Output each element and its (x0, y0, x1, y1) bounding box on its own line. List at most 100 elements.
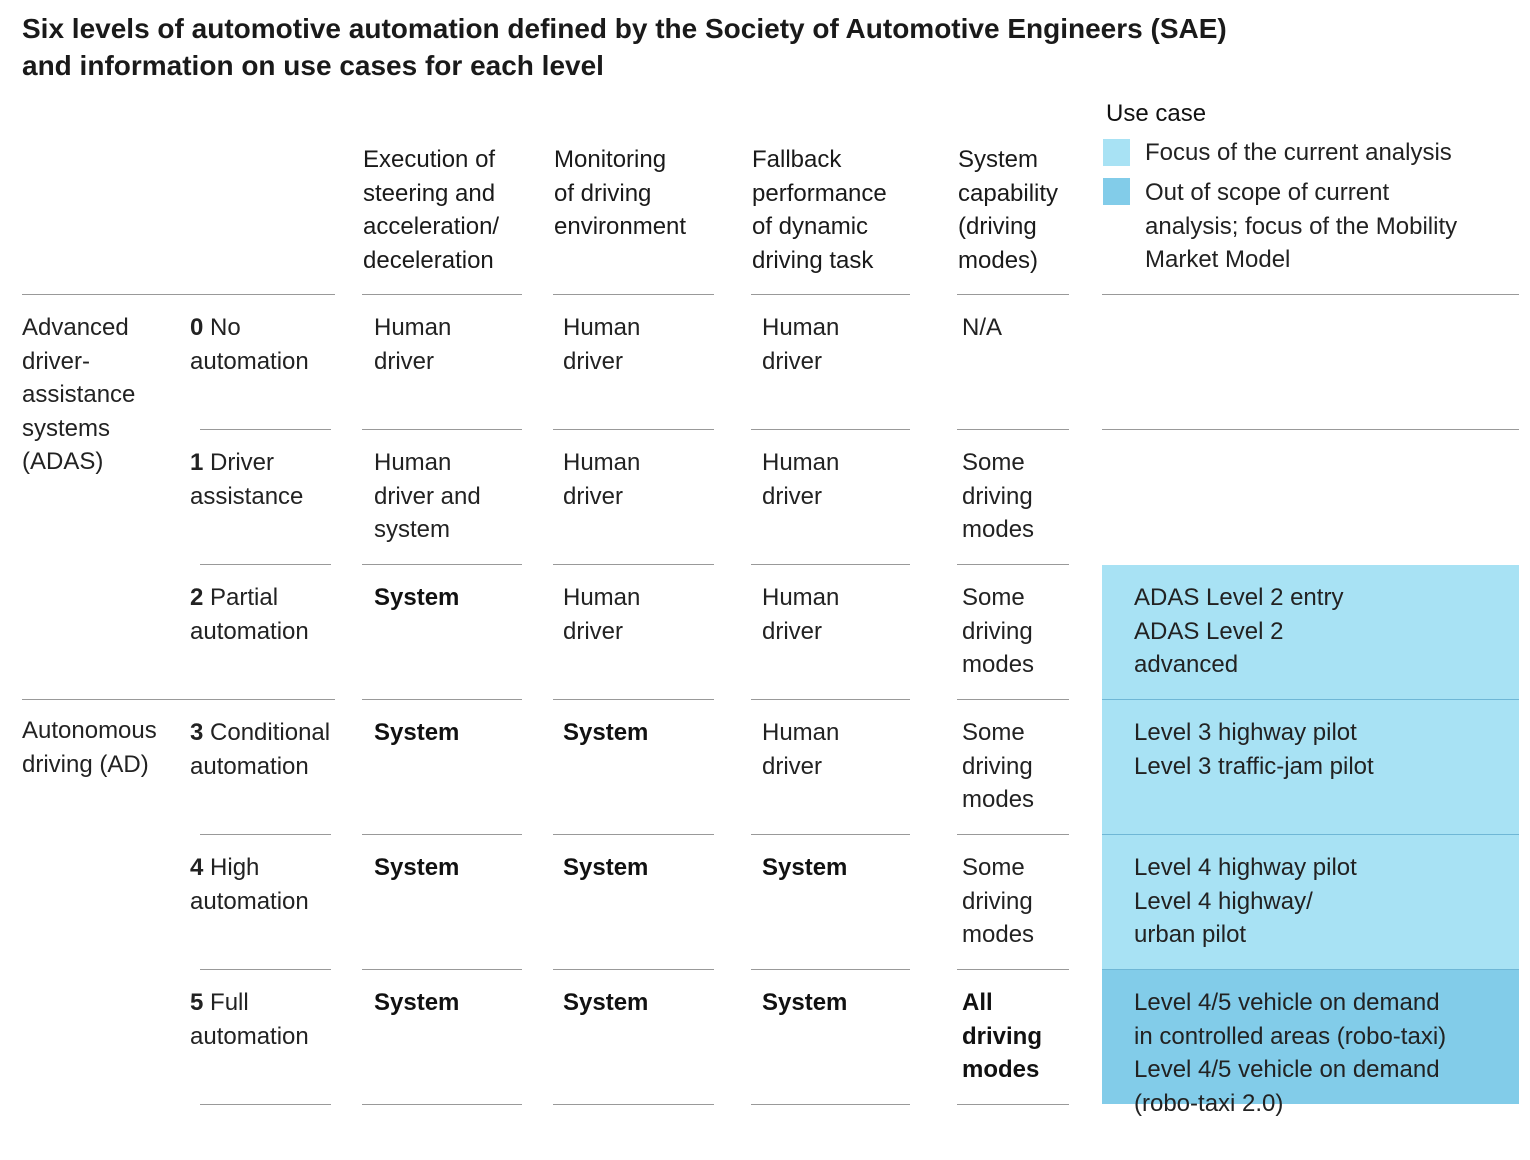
band-separator (1102, 834, 1519, 835)
cell-fallback: Human driver (762, 449, 840, 510)
level-name: Full automation (190, 989, 309, 1050)
row-rule (751, 1104, 910, 1105)
band-separator (1102, 969, 1519, 970)
level-number: 0 (190, 314, 204, 341)
row-rule (957, 699, 1069, 700)
legend-swatch-focus (1103, 139, 1130, 166)
level-label: 5 Full automation (190, 986, 309, 1053)
cell-capability: Some driving modes (962, 854, 1035, 948)
row-rule (751, 969, 910, 970)
cell-fallback: Human driver (762, 314, 840, 375)
row-rule (362, 969, 522, 970)
cell-execution: Human driver (374, 314, 452, 375)
use-case-text: ADAS Level 2 entry ADAS Level 2 advanced (1134, 584, 1344, 678)
cell-fallback: Human driver (762, 719, 840, 780)
row-rule (362, 429, 522, 430)
cell-execution: System (374, 989, 460, 1016)
row-rule (751, 564, 910, 565)
chart-title: Six levels of automotive automation defi… (22, 13, 1227, 81)
cell-capability: N/A (962, 314, 1003, 341)
row-rule (200, 1104, 331, 1105)
level-label: 3 Conditional automation (190, 716, 330, 783)
cell-monitoring: Human driver (563, 584, 641, 645)
row-rule (362, 564, 522, 565)
legend-title: Use case (1106, 100, 1207, 127)
row-rule (957, 969, 1069, 970)
row-rule (957, 834, 1069, 835)
cell-execution: System (374, 854, 460, 881)
cell-capability: All driving modes (962, 989, 1043, 1083)
header-rule (553, 294, 714, 295)
level-number: 3 (190, 719, 204, 746)
legend-swatch-out-of-scope (1103, 178, 1130, 205)
header-rule (957, 294, 1069, 295)
use-case-text: Level 4 highway pilot Level 4 highway/ u… (1134, 854, 1357, 948)
header-rule (362, 294, 522, 295)
cell-monitoring: System (563, 719, 649, 746)
column-header-execution: Execution of steering and acceleration/ … (363, 146, 500, 274)
header-rule (1102, 294, 1519, 295)
level-label: 0 No automation (190, 311, 309, 378)
cell-capability: Some driving modes (962, 584, 1035, 678)
level-name: High automation (190, 854, 309, 915)
row-rule (553, 834, 714, 835)
row-rule (957, 429, 1069, 430)
header-rule (22, 294, 335, 295)
row-rule (200, 564, 331, 565)
row-rule (362, 699, 522, 700)
cell-monitoring: System (563, 854, 649, 881)
row-rule (553, 429, 714, 430)
use-case-band (1102, 970, 1519, 1104)
row-rule (957, 1104, 1069, 1105)
group-label-adas: Advanced driver- assistance systems (ADA… (22, 314, 136, 475)
row-rule (553, 1104, 714, 1105)
cell-monitoring: System (563, 989, 649, 1016)
use-case-text: Level 3 highway pilot Level 3 traffic-ja… (1134, 719, 1374, 780)
group-label-ad: Autonomous driving (AD) (22, 717, 157, 778)
row-rule (362, 834, 522, 835)
level-name: Conditional automation (190, 719, 331, 780)
level-label: 1 Driver assistance (190, 446, 303, 513)
level-number: 4 (190, 854, 204, 881)
use-case-band (1102, 700, 1519, 834)
cell-execution: Human driver and system (374, 449, 481, 543)
header-rule (751, 294, 910, 295)
cell-capability: Some driving modes (962, 719, 1035, 813)
level-name: Driver assistance (190, 449, 304, 510)
row-rule (1102, 429, 1519, 430)
row-rule (553, 564, 714, 565)
row-rule (200, 969, 331, 970)
row-rule (751, 834, 910, 835)
row-rule (957, 564, 1069, 565)
level-number: 2 (190, 584, 204, 611)
column-header-monitoring: Monitoring of driving environment (554, 146, 687, 240)
use-case-text: Level 4/5 vehicle on demand in controlle… (1134, 989, 1447, 1117)
cell-monitoring: Human driver (563, 314, 641, 375)
row-rule (553, 699, 714, 700)
cell-capability: Some driving modes (962, 449, 1035, 543)
use-case-band (1102, 565, 1519, 699)
cell-monitoring: Human driver (563, 449, 641, 510)
legend-label-out-of-scope: Out of scope of current analysis; focus … (1145, 179, 1458, 273)
cell-fallback: Human driver (762, 584, 840, 645)
cell-execution: System (374, 584, 460, 611)
cell-fallback: System (762, 989, 848, 1016)
level-label: 2 Partial automation (190, 581, 309, 648)
row-rule (751, 429, 910, 430)
row-rule (751, 699, 910, 700)
legend-label-focus: Focus of the current analysis (1145, 139, 1452, 166)
cell-fallback: System (762, 854, 848, 881)
row-rule (200, 834, 331, 835)
level-name: No automation (190, 314, 309, 375)
level-label: 4 High automation (190, 851, 309, 918)
row-rule (553, 969, 714, 970)
use-case-band (1102, 835, 1519, 969)
cell-execution: System (374, 719, 460, 746)
level-number: 5 (190, 989, 204, 1016)
column-header-capability: System capability (driving modes) (958, 146, 1059, 274)
level-name: Partial automation (190, 584, 309, 645)
row-rule (22, 699, 335, 700)
row-rule (362, 1104, 522, 1105)
band-separator (1102, 699, 1519, 700)
level-number: 1 (190, 449, 204, 476)
